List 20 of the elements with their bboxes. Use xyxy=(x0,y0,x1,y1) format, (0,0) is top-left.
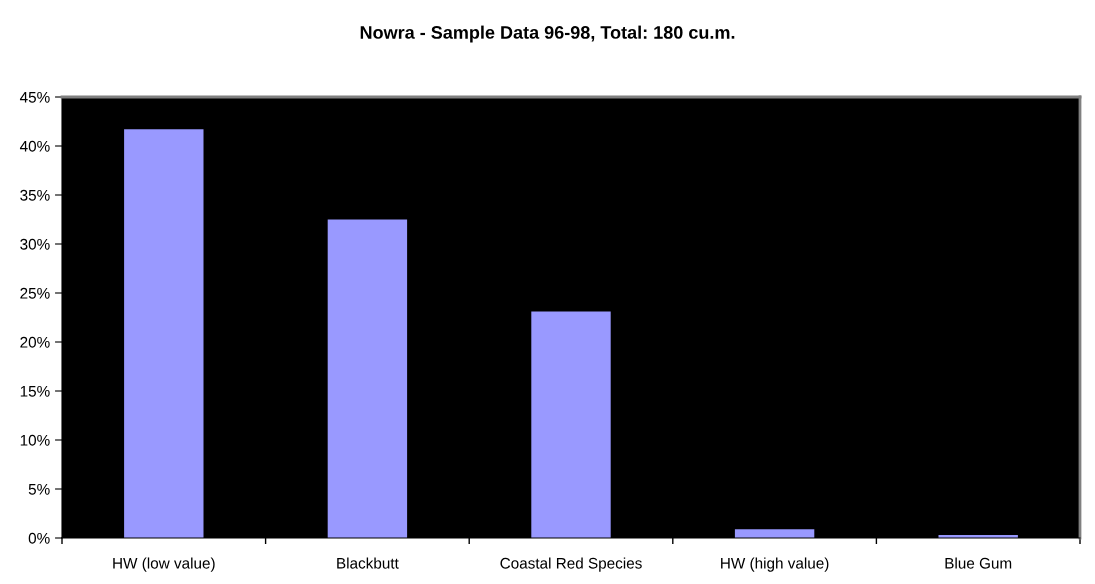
y-tick-label: 45% xyxy=(19,91,50,103)
chart-title: Nowra - Sample Data 96-98, Total: 180 cu.m. xyxy=(360,25,735,43)
x-tick-label: HW (high value) xyxy=(721,557,829,572)
x-tick-label: HW (low value) xyxy=(113,557,215,572)
y-tick-label: 30% xyxy=(20,238,50,250)
x-tick-label: Coastal Red Species xyxy=(500,557,642,572)
y-tick-label: 20% xyxy=(20,336,50,348)
y-tick-label: 25% xyxy=(20,287,50,299)
y-tick-label: 40% xyxy=(19,140,50,152)
y-tick-label: 10% xyxy=(20,434,50,446)
x-tick-label: Blue Gum xyxy=(945,557,1012,569)
bar xyxy=(734,529,815,538)
y-tick-label: 5% xyxy=(28,483,50,495)
bar xyxy=(124,129,204,538)
x-tick-label: Blackbutt xyxy=(337,557,399,569)
y-tick-label: 15% xyxy=(20,385,50,397)
y-tick-label: 0% xyxy=(28,532,50,544)
bar xyxy=(531,311,611,538)
y-tick-label: 35% xyxy=(20,189,50,201)
bar xyxy=(327,219,408,538)
